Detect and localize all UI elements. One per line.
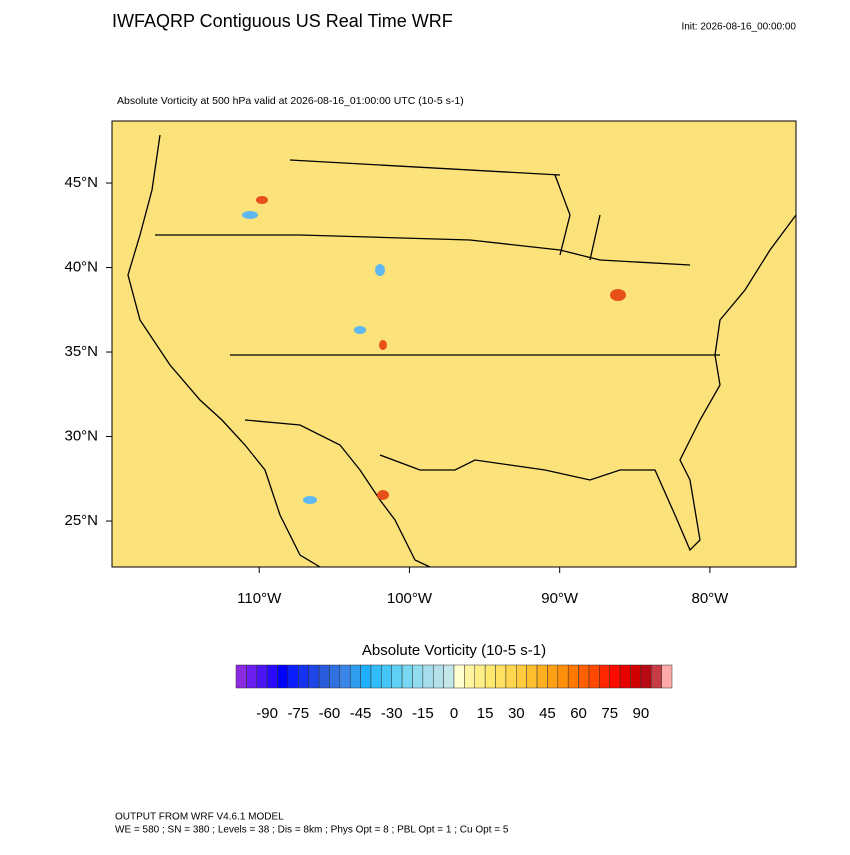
colorbar-tick-label: 60 — [570, 705, 587, 722]
colorbar-tick-label: -90 — [256, 705, 278, 722]
colorbar-tick-label: 15 — [477, 705, 494, 722]
colorbar-box — [370, 664, 382, 689]
y-tick-label: 35°N — [64, 343, 98, 360]
colorbar-box — [578, 664, 590, 689]
colorbar-box — [308, 664, 320, 689]
colorbar-box — [547, 664, 559, 689]
map-background — [112, 121, 796, 567]
x-tick-label: 90°W — [541, 590, 579, 607]
colorbar-box — [349, 664, 361, 689]
x-tick-label: 100°W — [387, 590, 433, 607]
colorbar-box — [287, 664, 299, 689]
axes: 110°W 100°W 90°W 80°W 45°N 40°N 35°N 30°N 25°N — [64, 174, 729, 607]
colorbar-tick-label: -15 — [412, 705, 434, 722]
colorbar: -90 -75 -60 -45 -30 -15 0 15 30 45 60 75 90 — [235, 664, 673, 722]
colorbar-tick-label: 30 — [508, 705, 525, 722]
colorbar-box — [432, 664, 444, 689]
colorbar-box — [412, 664, 424, 689]
colorbar-box — [266, 664, 278, 689]
colorbar-box — [360, 664, 372, 689]
colorbar-box — [298, 664, 309, 689]
colorbar-box — [318, 664, 330, 689]
colorbar-box — [526, 664, 538, 689]
colorbar-box — [422, 664, 434, 689]
colorbar-box — [464, 664, 476, 689]
colorbar-tick-label: 75 — [601, 705, 618, 722]
x-tick-label: 110°W — [237, 590, 282, 607]
subtitle: Absolute Vorticity at 500 hPa valid at 2… — [117, 95, 464, 107]
footer-line: WE = 580 ; SN = 380 ; Levels = 38 ; Dis … — [115, 825, 509, 836]
colorbar-box — [640, 664, 652, 689]
colorbar-box — [329, 664, 341, 689]
colorbar-box — [619, 664, 631, 689]
colorbar-box — [474, 664, 486, 689]
colorbar-box — [567, 664, 579, 689]
colorbar-tick-label: 90 — [633, 705, 650, 722]
colorbar-box — [588, 664, 600, 689]
colorbar-tick-label: -30 — [381, 705, 403, 722]
vorticity-patches — [242, 211, 385, 504]
colorbar-box — [536, 664, 548, 689]
y-tick-label: 30°N — [64, 427, 98, 444]
title: IWFAQRP Contiguous US Real Time WRF — [112, 11, 453, 31]
colorbar-box — [391, 664, 403, 689]
colorbar-box — [339, 664, 351, 689]
x-tick-label: 80°W — [691, 590, 729, 607]
colorbar-tick-label: -45 — [350, 705, 372, 722]
colorbar-box — [246, 664, 258, 689]
colorbar-tick-label: 45 — [539, 705, 556, 722]
colorbar-box — [516, 664, 527, 689]
colorbar-box — [630, 664, 642, 689]
colorbar-tick-label: -60 — [319, 705, 341, 722]
colorbar-box — [505, 664, 517, 689]
colorbar-box — [661, 664, 673, 689]
colorbar-box — [484, 664, 496, 689]
y-tick-label: 40°N — [64, 258, 98, 275]
vorticity-patches-high — [256, 196, 626, 500]
y-tick-label: 25°N — [64, 512, 98, 529]
colorbar-box — [235, 664, 247, 689]
colorbar-title: Absolute Vorticity (10-5 s-1) — [362, 642, 546, 659]
colorbar-box — [381, 664, 392, 689]
colorbar-box — [557, 664, 569, 689]
coastline — [127, 134, 797, 568]
colorbar-tick-label: 0 — [450, 705, 458, 722]
colorbar-box — [443, 664, 455, 689]
y-tick-label: 45°N — [64, 174, 98, 191]
colorbar-tick-label: -75 — [287, 705, 309, 722]
colorbar-box — [453, 664, 465, 689]
colorbar-box — [495, 664, 507, 689]
init-time: Init: 2026-08-16_00:00:00 — [681, 22, 796, 33]
colorbar-box — [609, 664, 621, 689]
colorbar-box — [599, 664, 610, 689]
colorbar-box — [256, 664, 268, 689]
colorbar-box — [401, 664, 413, 689]
footer-line: OUTPUT FROM WRF V4.6.1 MODEL — [115, 812, 284, 823]
colorbar-box — [650, 664, 662, 689]
colorbar-box — [277, 664, 289, 689]
map-frame — [111, 120, 797, 568]
